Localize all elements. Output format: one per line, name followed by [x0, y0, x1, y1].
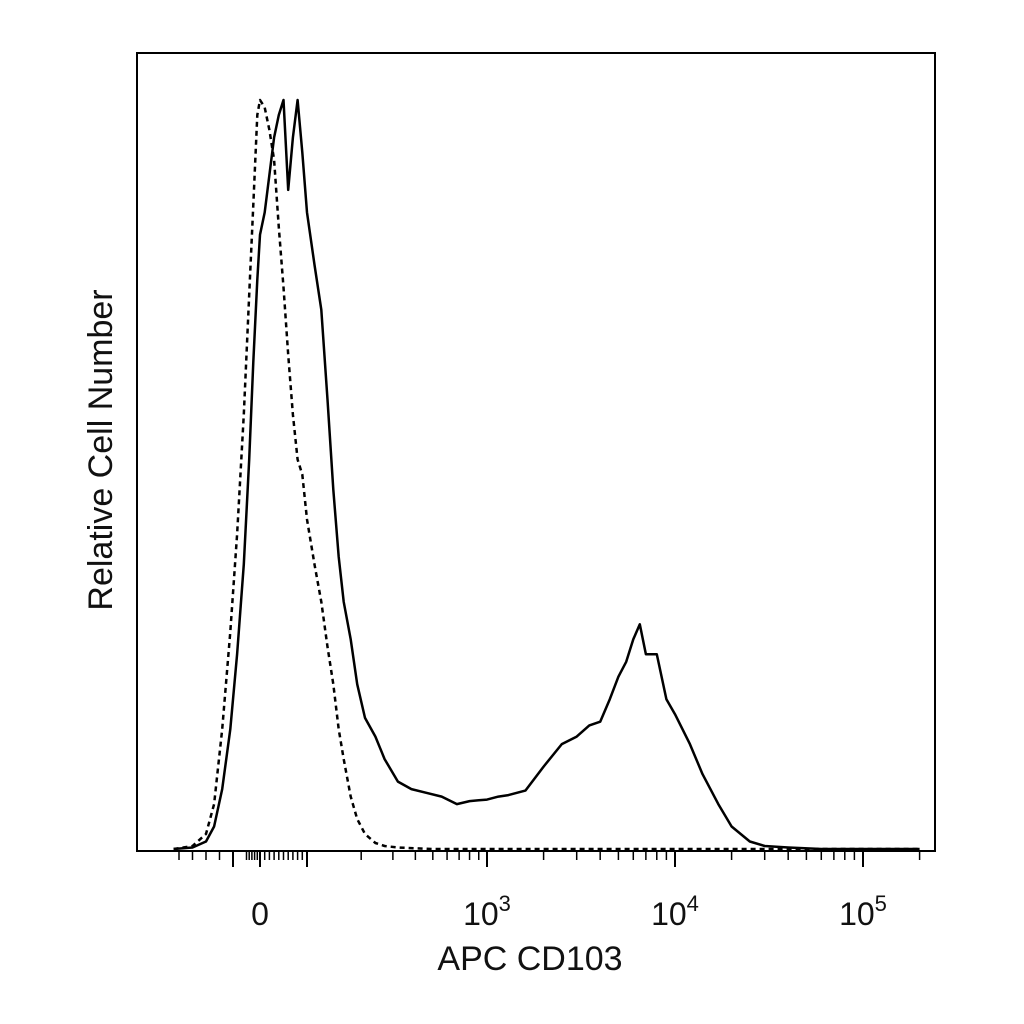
x-tick-label-base: 10 — [651, 896, 687, 932]
x-tick-label: 103 — [463, 891, 511, 932]
x-tick-label: 104 — [651, 891, 699, 932]
y-axis-label: Relative Cell Number — [82, 289, 120, 610]
x-tick-label-base: 0 — [251, 896, 269, 932]
x-tick-label: 105 — [839, 891, 887, 932]
series-dashed-line — [173, 98, 920, 851]
tick-labels: 0 103 104 105 — [251, 891, 887, 932]
minor-ticks — [178, 851, 921, 860]
series-layer — [173, 98, 920, 851]
major-ticks — [232, 851, 864, 867]
series-solid-line — [173, 98, 920, 851]
x-tick-label-exponent: 5 — [875, 891, 887, 916]
x-axis-label: APC CD103 — [437, 940, 622, 978]
x-tick-label-base: 10 — [463, 896, 499, 932]
x-tick-label: 0 — [251, 896, 269, 932]
plot-frame — [136, 52, 936, 852]
x-tick-label-exponent: 4 — [687, 891, 699, 916]
x-tick-label-exponent: 3 — [499, 891, 511, 916]
x-tick-label-base: 10 — [839, 896, 875, 932]
